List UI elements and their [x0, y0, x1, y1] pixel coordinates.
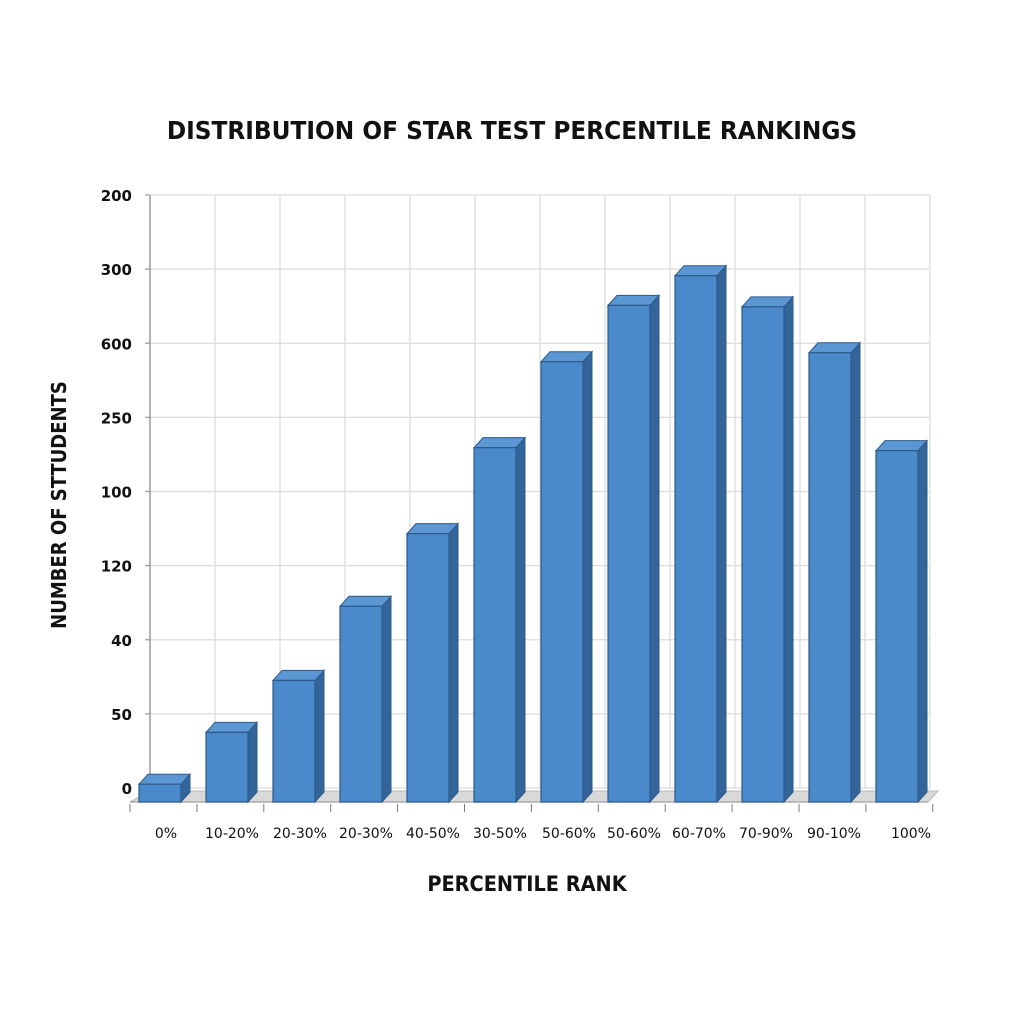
bar-face — [272, 679, 316, 803]
bar-side — [314, 669, 325, 804]
bar-top — [271, 669, 326, 681]
y-tick-label: 0 — [122, 780, 132, 798]
bar-face — [406, 533, 450, 803]
bar — [338, 595, 393, 804]
x-tick-label: 90-10% — [807, 826, 861, 842]
y-axis-ticks: 200 300 600 250 100 120 40 50 0 — [101, 187, 150, 798]
bar-top — [874, 440, 929, 452]
y-tick-label: 600 — [101, 335, 132, 353]
y-tick-label: 300 — [101, 261, 132, 279]
x-tick-label: 10-20% — [205, 826, 259, 842]
x-tick-label: 30-50% — [473, 826, 527, 842]
gridlines — [149, 194, 931, 789]
bar-face — [138, 783, 182, 803]
bar-top — [807, 342, 862, 354]
bar-side — [716, 264, 727, 804]
bar-top — [673, 265, 728, 277]
bar — [472, 436, 527, 804]
bar-face — [808, 352, 852, 803]
bar — [807, 341, 862, 804]
bar-top — [204, 721, 259, 733]
bar-face — [339, 605, 383, 803]
bar — [539, 350, 594, 804]
bar-side — [582, 350, 593, 804]
x-tick-label: 20-30% — [339, 826, 393, 842]
x-tick-label: 0% — [155, 826, 177, 842]
x-axis-ticks: 0% 10-20% 20-30% 20-30% 40-50% 30-50% 50-60% 50… — [129, 804, 934, 842]
bar — [740, 295, 795, 804]
bar-top — [405, 523, 460, 535]
bar-side — [850, 341, 861, 804]
bar — [204, 721, 259, 804]
bar-face — [607, 304, 651, 803]
bar — [271, 669, 326, 804]
bar-side — [649, 294, 660, 804]
bar-side — [448, 522, 459, 804]
bar-face — [205, 731, 249, 803]
y-tick-label: 50 — [111, 706, 132, 724]
x-tick-label: 20-30% — [273, 826, 327, 842]
bar-side — [783, 295, 794, 804]
bar-side — [515, 436, 526, 804]
bar-top — [137, 773, 192, 785]
bar-face — [875, 450, 919, 803]
bar-face — [473, 447, 517, 803]
bar-top — [606, 294, 661, 306]
bar-top — [740, 296, 795, 308]
x-tick-label: 70-90% — [739, 826, 793, 842]
y-tick-label: 100 — [101, 484, 132, 502]
chart-title: DISTRIBUTION OF STAR TEST PERCENTILE RAN… — [166, 116, 858, 145]
bar — [137, 772, 192, 804]
x-tick-label: 100% — [891, 826, 931, 842]
chart-floor — [129, 790, 940, 803]
bar-side — [917, 439, 928, 804]
bars — [137, 264, 929, 804]
y-tick-label: 120 — [101, 558, 132, 576]
bar-side — [381, 595, 392, 804]
bar-top — [338, 595, 393, 607]
y-tick-label: 250 — [101, 409, 132, 427]
x-axis-title: PERCENTILE RANK — [427, 872, 627, 896]
bar-face — [674, 275, 718, 803]
bar-top — [539, 351, 594, 363]
x-tick-label: 50-60% — [542, 826, 596, 842]
bar — [673, 264, 728, 804]
bar-face — [540, 361, 584, 803]
bar — [874, 439, 929, 804]
bar — [405, 522, 460, 804]
bar — [606, 294, 661, 804]
y-tick-label: 40 — [111, 632, 132, 650]
x-tick-label: 40-50% — [406, 826, 460, 842]
bar-face — [741, 306, 785, 803]
bar-side — [247, 721, 258, 804]
x-tick-label: 50-60% — [607, 826, 661, 842]
y-tick-label: 200 — [101, 187, 132, 205]
x-tick-label: 60-70% — [672, 826, 726, 842]
bar-top — [472, 437, 527, 449]
